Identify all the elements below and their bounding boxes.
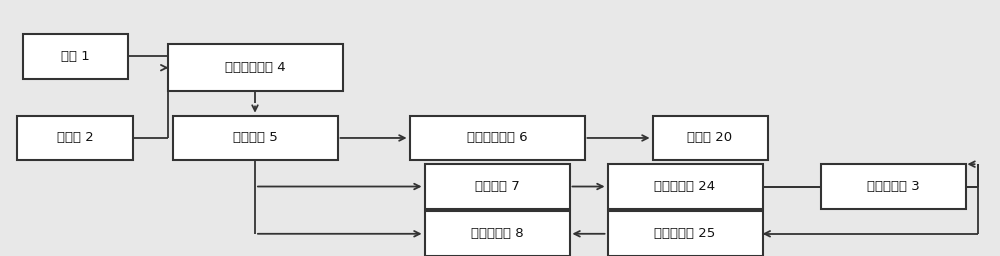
- FancyBboxPatch shape: [424, 211, 570, 256]
- FancyBboxPatch shape: [168, 44, 342, 91]
- Text: 降压装置 5: 降压装置 5: [233, 132, 277, 144]
- Text: 第一连接头 24: 第一连接头 24: [654, 180, 716, 193]
- Text: 第二连接头 25: 第二连接头 25: [654, 227, 716, 240]
- FancyBboxPatch shape: [820, 164, 966, 209]
- FancyBboxPatch shape: [173, 116, 338, 160]
- Text: 基准罐 20: 基准罐 20: [687, 132, 733, 144]
- Text: 汽车充气阀 3: 汽车充气阀 3: [867, 180, 919, 193]
- Text: 氮气罐 2: 氮气罐 2: [57, 132, 93, 144]
- Text: 充气装置 7: 充气装置 7: [475, 180, 519, 193]
- FancyBboxPatch shape: [608, 211, 763, 256]
- FancyBboxPatch shape: [424, 164, 570, 209]
- Text: 空气 1: 空气 1: [61, 50, 89, 63]
- Text: 高压储气装置 4: 高压储气装置 4: [225, 61, 285, 74]
- FancyBboxPatch shape: [652, 116, 768, 160]
- Text: 压力基准装置 6: 压力基准装置 6: [467, 132, 527, 144]
- FancyBboxPatch shape: [17, 116, 132, 160]
- Text: 抽真空装置 8: 抽真空装置 8: [471, 227, 523, 240]
- FancyBboxPatch shape: [410, 116, 584, 160]
- FancyBboxPatch shape: [608, 164, 763, 209]
- FancyBboxPatch shape: [22, 34, 128, 79]
